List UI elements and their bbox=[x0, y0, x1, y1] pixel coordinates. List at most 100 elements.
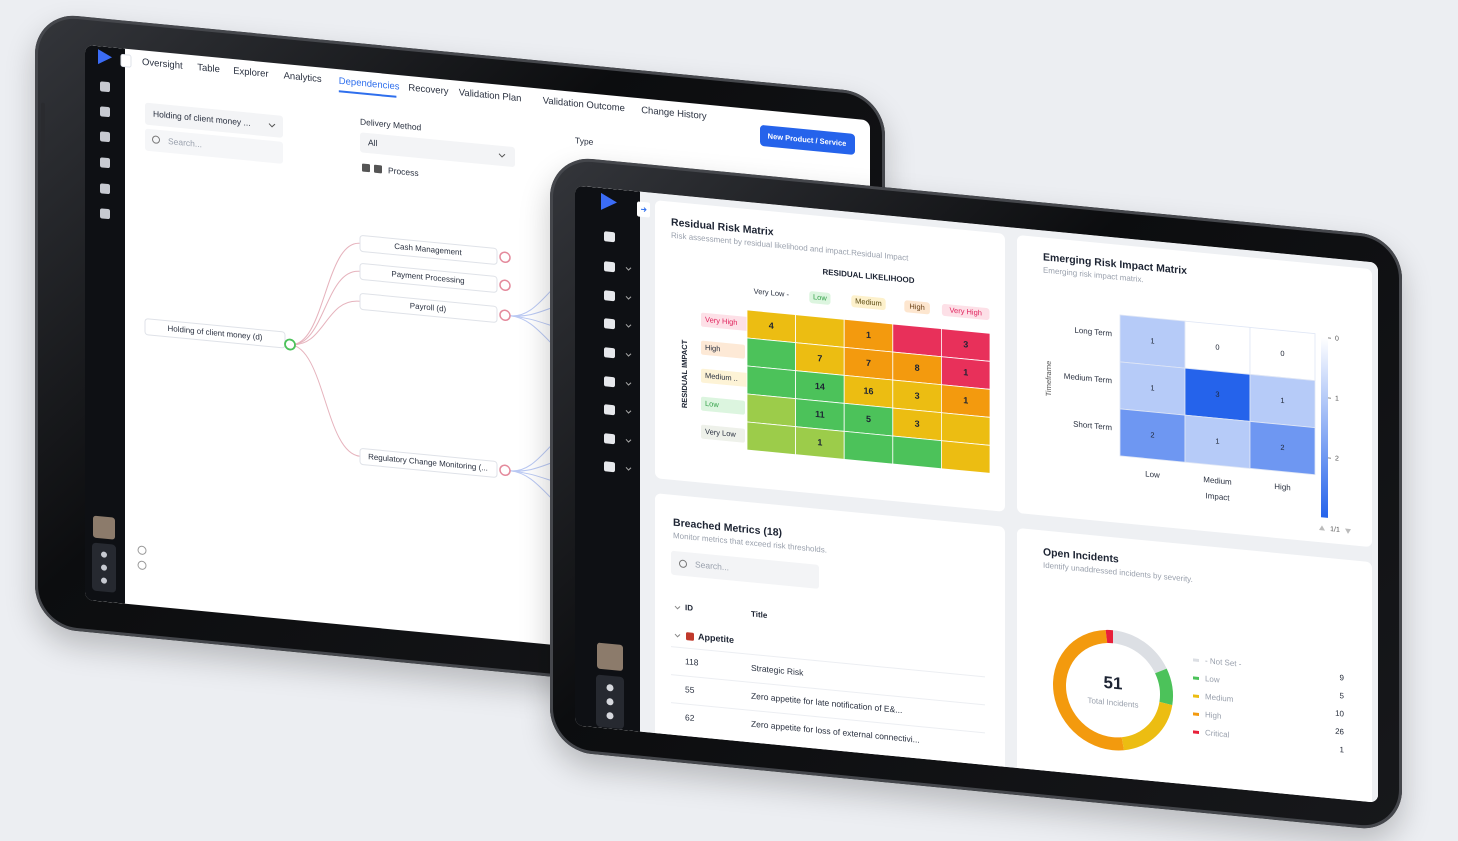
zoom-control[interactable] bbox=[137, 560, 147, 570]
search-box[interactable] bbox=[671, 550, 819, 589]
legend-value: 26 bbox=[1335, 727, 1344, 737]
legend-label[interactable]: High bbox=[1205, 710, 1221, 721]
filter-select[interactable] bbox=[360, 132, 515, 167]
column-label: High bbox=[909, 302, 924, 312]
tool-icon[interactable] bbox=[101, 564, 107, 571]
nav-icon[interactable] bbox=[604, 347, 615, 359]
tree-node-handle[interactable] bbox=[499, 279, 511, 292]
row-divider bbox=[671, 674, 985, 706]
tree-node[interactable] bbox=[359, 263, 498, 293]
metric-id[interactable]: 118 bbox=[685, 656, 699, 667]
tree-node-handle[interactable] bbox=[499, 251, 511, 264]
tool-icon[interactable] bbox=[606, 684, 614, 692]
nav-icon[interactable] bbox=[604, 261, 615, 273]
filter-value[interactable]: All bbox=[368, 137, 378, 148]
donut-segment[interactable] bbox=[1105, 629, 1113, 644]
legend-label[interactable]: - Not Set - bbox=[1205, 656, 1242, 669]
nav-icon[interactable] bbox=[100, 208, 110, 220]
dependencies-view: Oversight Table Explorer Analytics Dependenc… bbox=[85, 44, 857, 604]
nav-icon[interactable] bbox=[604, 376, 615, 388]
nav-icon[interactable] bbox=[604, 290, 615, 302]
column-label: Medium bbox=[855, 296, 882, 308]
user-avatar[interactable] bbox=[93, 515, 115, 540]
row-label: Short Term bbox=[1073, 419, 1112, 432]
scope-select[interactable] bbox=[145, 102, 283, 138]
metric-id[interactable]: 62 bbox=[685, 712, 695, 723]
tool-icon[interactable] bbox=[606, 712, 614, 720]
nav-tab[interactable]: Change History bbox=[641, 105, 707, 122]
collapse-button[interactable] bbox=[120, 53, 132, 68]
tree-node[interactable] bbox=[144, 318, 286, 349]
sidebar bbox=[85, 44, 125, 604]
tree-node[interactable] bbox=[359, 293, 498, 323]
legend-label[interactable]: Critical bbox=[1205, 728, 1230, 739]
donut-segment[interactable] bbox=[1113, 630, 1167, 674]
nav-icon[interactable] bbox=[100, 131, 110, 143]
nav-tab[interactable]: Validation Outcome bbox=[543, 95, 625, 114]
zoom-control[interactable] bbox=[137, 545, 147, 555]
row-label: High bbox=[705, 343, 720, 353]
nav-tab[interactable]: Recovery bbox=[408, 82, 448, 97]
row-label: Long Term bbox=[1074, 326, 1112, 339]
tree-node-handle[interactable] bbox=[499, 464, 511, 477]
row-label: Medium .. bbox=[705, 371, 738, 383]
donut-segment[interactable] bbox=[1121, 698, 1173, 755]
search-placeholder[interactable]: Search... bbox=[168, 136, 202, 149]
nav-icon[interactable] bbox=[604, 461, 615, 473]
pagination: 1/1 bbox=[1330, 526, 1340, 534]
group-chevron[interactable] bbox=[674, 633, 681, 638]
nav-icon[interactable] bbox=[604, 433, 615, 445]
search-icon bbox=[679, 559, 687, 568]
collapse-arrow bbox=[641, 207, 647, 212]
primary-button[interactable] bbox=[760, 125, 855, 155]
legend-label[interactable]: Low bbox=[1205, 674, 1220, 684]
user-avatar[interactable] bbox=[597, 642, 623, 672]
nav-tab[interactable]: Oversight bbox=[142, 57, 183, 72]
nav-icon[interactable] bbox=[604, 318, 615, 330]
legend-label[interactable]: Medium bbox=[1205, 692, 1234, 704]
matrix-cell-empty bbox=[892, 435, 942, 470]
tool-icon[interactable] bbox=[606, 698, 614, 706]
nav-icon[interactable] bbox=[604, 231, 615, 243]
tree-node[interactable] bbox=[359, 448, 498, 478]
cell-value: 16 bbox=[863, 386, 873, 397]
search-placeholder[interactable]: Search... bbox=[695, 559, 729, 572]
nav-tab[interactable]: Validation Plan bbox=[459, 87, 522, 104]
page-prev[interactable] bbox=[1319, 525, 1325, 531]
nav-chevron bbox=[625, 323, 632, 328]
tree-node[interactable] bbox=[359, 235, 498, 265]
nav-icon[interactable] bbox=[604, 404, 615, 416]
expand-toggle[interactable] bbox=[374, 164, 382, 174]
cell-value: 3 bbox=[1215, 390, 1219, 399]
nav-chevron bbox=[625, 409, 632, 414]
matrix-cell-empty bbox=[940, 440, 991, 474]
tree-link bbox=[289, 270, 361, 346]
nav-tab[interactable]: Dependencies bbox=[339, 76, 400, 93]
search-box[interactable] bbox=[145, 128, 283, 164]
nav-icon[interactable] bbox=[100, 81, 110, 93]
nav-tab[interactable]: Table bbox=[197, 62, 220, 75]
cell-value: 1 bbox=[1215, 437, 1219, 446]
donut-segment[interactable] bbox=[1053, 625, 1125, 751]
nav-tab[interactable]: Explorer bbox=[233, 66, 269, 80]
cell-value: 4 bbox=[769, 320, 774, 330]
cell-value: 3 bbox=[915, 418, 920, 428]
metric-id[interactable]: 55 bbox=[685, 684, 695, 695]
nav-icon[interactable] bbox=[100, 106, 110, 118]
tree-node-handle[interactable] bbox=[284, 338, 296, 351]
tool-icon[interactable] bbox=[101, 551, 107, 558]
tree-node-label[interactable]: Payroll (d) bbox=[410, 301, 447, 314]
tool-icon[interactable] bbox=[101, 577, 107, 584]
donut-segment[interactable] bbox=[1155, 668, 1173, 706]
nav-icon[interactable] bbox=[100, 157, 110, 169]
collapse-toggle[interactable] bbox=[362, 163, 370, 173]
cell-value: 1 bbox=[1150, 336, 1154, 345]
nav-tab[interactable]: Analytics bbox=[284, 70, 322, 85]
tree-node-handle[interactable] bbox=[499, 309, 511, 322]
page-next[interactable] bbox=[1345, 528, 1351, 535]
column-chip bbox=[745, 285, 798, 302]
nav-icon[interactable] bbox=[100, 183, 110, 195]
